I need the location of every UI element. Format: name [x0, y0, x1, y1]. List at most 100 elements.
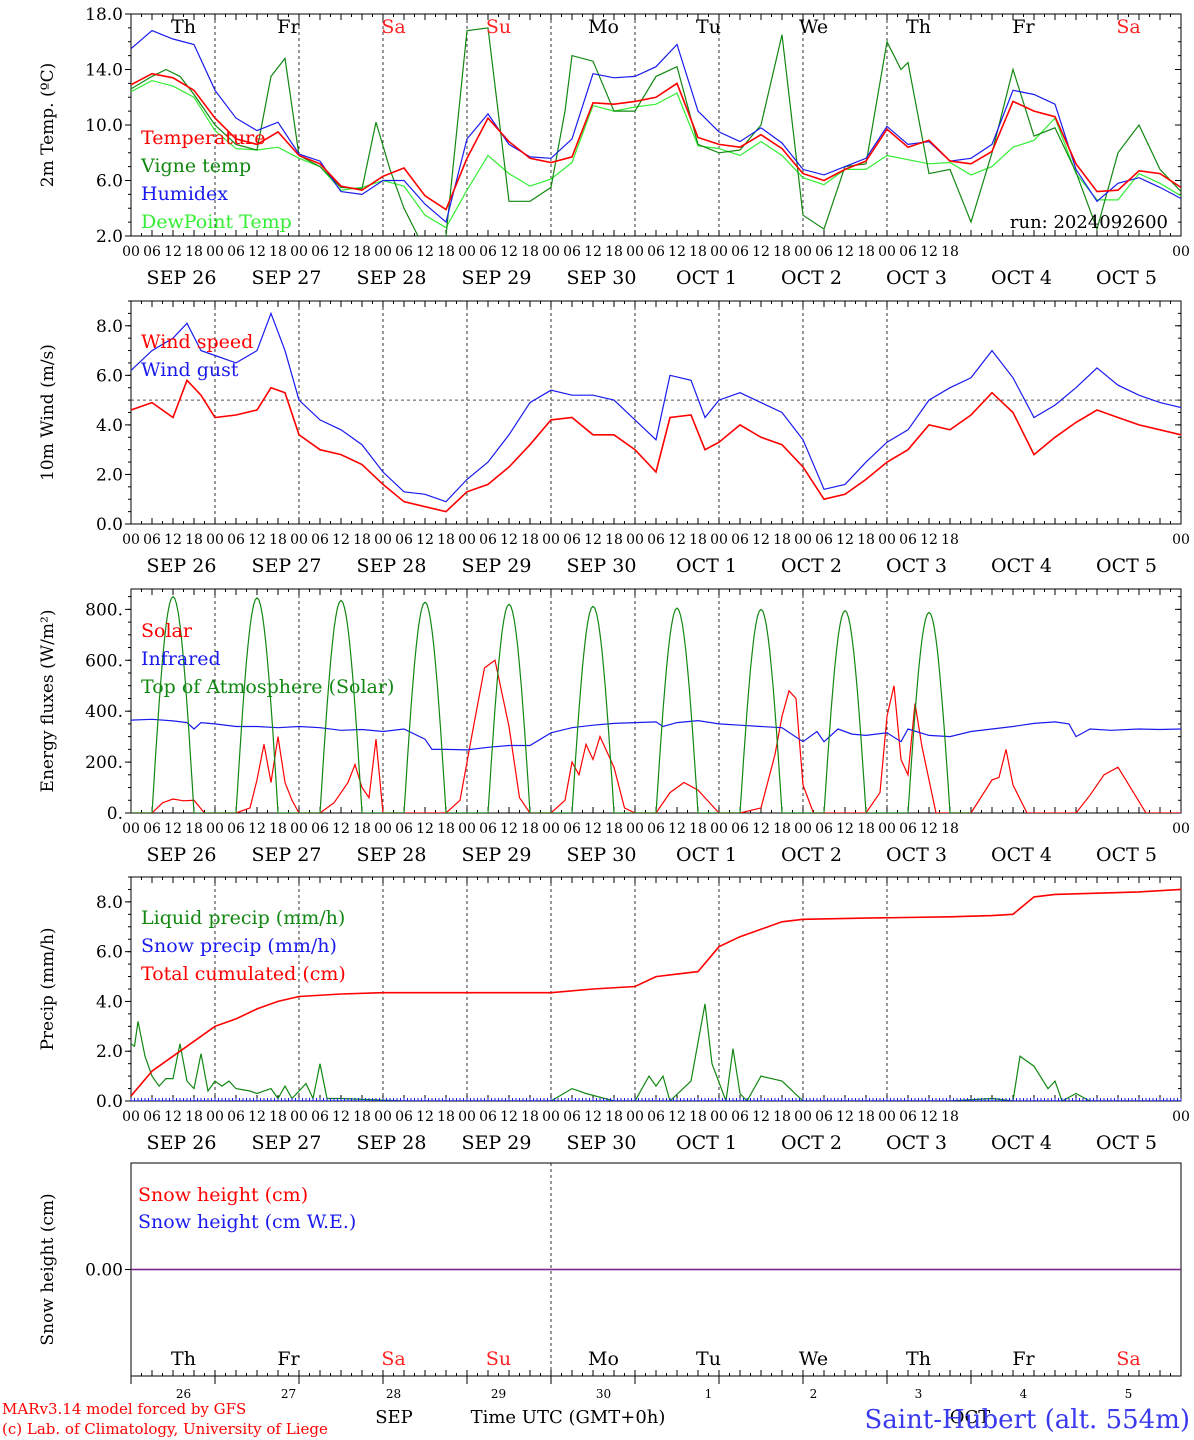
panel-wind: 0.0 2.0 4.0 6.0 8.0 10m Wind (m/s) Wind speed W…	[38, 300, 1190, 577]
hour-tick-label: 00	[122, 1109, 140, 1125]
hour-tick-label: 18	[353, 1109, 371, 1125]
hour-tick-label: 06	[647, 821, 665, 837]
x-axis-title: Time UTC (GMT+0h)	[471, 1407, 666, 1428]
hour-tick-label: 12	[164, 244, 182, 260]
hour-tick-label: 06	[647, 532, 665, 548]
day-number-label: 28	[386, 1387, 401, 1401]
hour-tick-label: 12	[164, 532, 182, 548]
y-tick-label: 600.	[85, 651, 123, 671]
panel-energy: 0. 200. 400. 600. 800. Energy fluxes (W/m²) So…	[38, 588, 1190, 866]
hour-tick-label: 18	[269, 1109, 287, 1125]
hour-tick-label: 18	[689, 821, 707, 837]
hour-tick-label: 00	[542, 1109, 560, 1125]
hour-tick-label: 12	[920, 532, 938, 548]
hour-tick-label: 00	[542, 821, 560, 837]
hour-tick-label: 18	[689, 244, 707, 260]
date-label: SEP 26	[147, 1132, 217, 1154]
date-label: SEP 27	[252, 1132, 322, 1154]
y-tick-label: 0.00	[85, 1261, 123, 1281]
y-tick-label: 0.	[107, 804, 123, 824]
hour-tick-label: 00	[1172, 821, 1190, 837]
hour-tick-label: 06	[647, 244, 665, 260]
hour-tick-label: 06	[311, 1109, 329, 1125]
date-label: OCT 5	[1096, 1132, 1157, 1154]
hour-tick-label: 06	[227, 821, 245, 837]
hour-tick-label: 00	[206, 1109, 224, 1125]
weekday-label: Fr	[277, 1348, 300, 1370]
series-line-vigne-temp	[131, 27, 1181, 236]
y-axis-label: Energy fluxes (W/m²)	[38, 610, 58, 793]
hour-tick-label: 18	[185, 532, 203, 548]
legend-entry: Wind speed	[141, 331, 253, 353]
series-line-humidex	[131, 29, 1181, 224]
y-tick-label: 4.0	[96, 992, 123, 1012]
legend-entry: DewPoint Temp	[141, 211, 292, 233]
series-line-solar	[131, 659, 1181, 813]
series-line-temperature	[131, 72, 1181, 211]
hour-tick-label: 12	[584, 532, 602, 548]
series-group	[131, 27, 1181, 236]
hour-tick-label: 12	[500, 821, 518, 837]
hour-tick-label: 18	[185, 244, 203, 260]
hour-tick-label: 06	[395, 1109, 413, 1125]
hour-tick-label: 18	[605, 821, 623, 837]
y-tick-label: 4.0	[96, 416, 123, 436]
hour-tick-label: 06	[227, 244, 245, 260]
hour-tick-label: 18	[689, 1109, 707, 1125]
hour-tick-label: 06	[899, 244, 917, 260]
hour-tick-label: 18	[941, 821, 959, 837]
panel-temp: 2.0 6.0 10.0 14.0 18.0 2m Temp. (ºC) Temperatu…	[38, 5, 1190, 289]
hour-tick-label: 06	[563, 821, 581, 837]
date-label: OCT 4	[991, 267, 1052, 289]
hour-tick-label: 06	[731, 1109, 749, 1125]
y-axis-label: Snow height (cm)	[38, 1193, 58, 1345]
weekday-label: Mo	[588, 1348, 619, 1370]
hour-tick-label: 18	[689, 532, 707, 548]
y-tick-label: 10.0	[85, 116, 123, 136]
series-line-infrared	[131, 718, 1181, 751]
day-number-label: 3	[915, 1387, 923, 1401]
hour-tick-label: 06	[479, 532, 497, 548]
date-label: OCT 2	[781, 1132, 842, 1154]
date-label: OCT 3	[886, 1132, 947, 1154]
legend-entry: Snow height (cm W.E.)	[138, 1211, 356, 1233]
hour-tick-label: 18	[521, 532, 539, 548]
month-oct-label: OCT	[950, 1407, 991, 1428]
hour-tick-label: 12	[500, 532, 518, 548]
weekday-label: We	[799, 1348, 828, 1370]
hour-tick-label: 06	[143, 244, 161, 260]
hour-tick-label: 18	[353, 821, 371, 837]
hour-tick-label: 18	[353, 244, 371, 260]
hour-tick-label: 18	[605, 532, 623, 548]
plot-frame-energy	[130, 588, 1182, 814]
day-number-label: 29	[491, 1387, 506, 1401]
panel-precip: 0.0 2.0 4.0 6.0 8.0 Precip (mm/h) Liquid preci…	[38, 876, 1190, 1154]
hour-tick-label: 12	[248, 1109, 266, 1125]
hour-tick-label: 18	[521, 244, 539, 260]
date-label: OCT 3	[886, 555, 947, 577]
hour-tick-label: 06	[143, 532, 161, 548]
hour-tick-label: 18	[773, 821, 791, 837]
hour-tick-label: 00	[878, 244, 896, 260]
hour-tick-label: 00	[122, 244, 140, 260]
hour-tick-label: 18	[269, 244, 287, 260]
date-label: SEP 27	[252, 844, 322, 866]
hour-tick-label: 12	[584, 821, 602, 837]
y-tick-label: 6.0	[96, 366, 123, 386]
weekday-label: Fr	[277, 16, 300, 38]
weekday-label: Th	[171, 16, 196, 38]
hour-tick-label: 12	[584, 1109, 602, 1125]
hour-tick-label: 00	[710, 244, 728, 260]
hour-tick-label: 18	[605, 1109, 623, 1125]
hour-tick-label: 18	[605, 244, 623, 260]
date-label: SEP 28	[357, 555, 427, 577]
date-label: SEP 30	[567, 555, 637, 577]
hour-tick-label: 12	[836, 244, 854, 260]
station-name: Saint-Hubert (alt. 554m)	[864, 1405, 1190, 1435]
day-number-label: 2	[810, 1387, 818, 1401]
date-label: OCT 1	[676, 1132, 737, 1154]
series-line-liquid-precip-mm-h-	[131, 1003, 1181, 1101]
hour-tick-label: 00	[878, 1109, 896, 1125]
hour-tick-label: 18	[941, 532, 959, 548]
